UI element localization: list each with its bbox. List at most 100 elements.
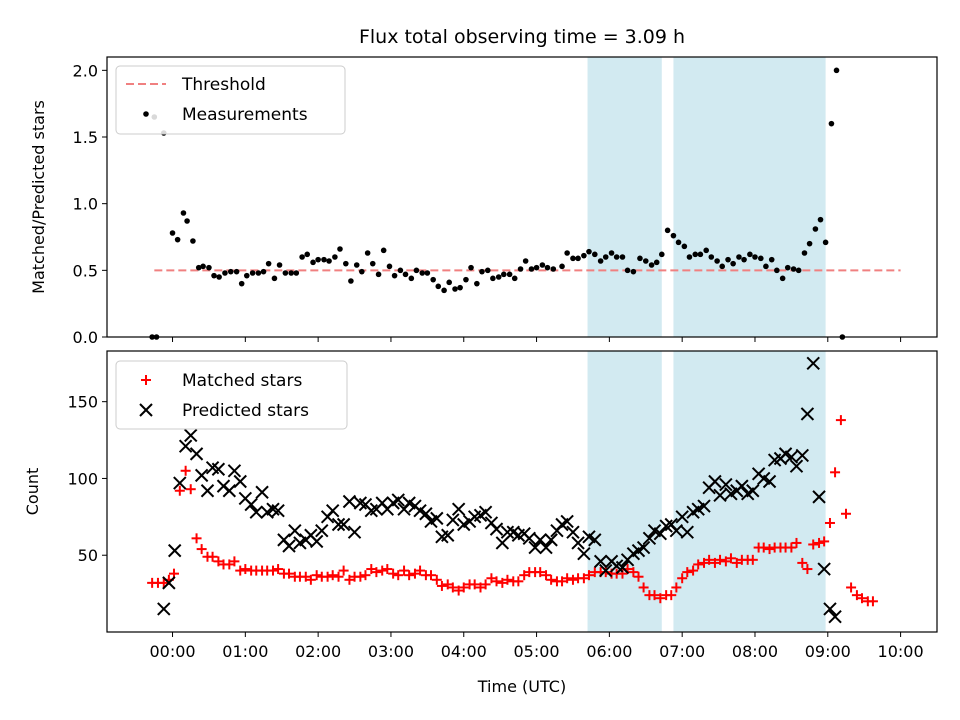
measurement-point [479, 268, 485, 275]
x-tick-label: 04:00 [441, 642, 487, 661]
predicted-star-point [680, 525, 694, 539]
measurement-point [544, 264, 551, 271]
matched-star-point [682, 567, 693, 578]
predicted-star-point [441, 528, 455, 542]
matched-star-point [786, 542, 797, 553]
predicted-star-point [539, 540, 553, 555]
matched-star-point [196, 544, 207, 555]
matched-star-point [404, 570, 415, 581]
matched-star-point [502, 574, 513, 585]
measurement-point [180, 210, 187, 216]
measurement-point [216, 274, 222, 280]
matched-star-point [802, 564, 813, 575]
matched-star-point [655, 593, 666, 604]
matched-star-point [224, 559, 235, 570]
measurement-point [332, 254, 338, 260]
x-tick-label: 05:00 [514, 642, 560, 661]
x-tick-label: 07:00 [659, 642, 705, 661]
matched-star-point [638, 582, 649, 593]
measurement-point [364, 250, 371, 256]
predicted-star-point [697, 499, 711, 513]
measurement-point [784, 264, 791, 271]
matched-star-point [371, 567, 382, 578]
measurement-point [233, 268, 240, 275]
matched-star-point [578, 573, 589, 584]
predicted-star-point [795, 448, 810, 463]
x-axis-label: Time (UTC) [477, 677, 566, 696]
measurement-point [747, 251, 753, 258]
measurement-point [282, 270, 289, 276]
matched-star-point [415, 565, 426, 576]
measurement-point [528, 266, 535, 272]
predicted-star-point [746, 484, 760, 498]
matched-star-point [393, 570, 404, 581]
matched-star-point [442, 579, 453, 590]
measurement-point [424, 270, 431, 276]
predicted-star-point [653, 527, 668, 541]
matched-star-point [600, 567, 611, 578]
matched-star-point [436, 580, 447, 591]
measurement-point [304, 251, 311, 258]
measurement-point [222, 270, 228, 276]
predicted-star-point [211, 462, 226, 476]
measurement-point [468, 264, 474, 271]
measurement-point [725, 256, 731, 263]
matched-star-point [688, 565, 699, 576]
chart-title: Flux total observing time = 3.09 h [359, 26, 685, 48]
matched-star-point [491, 576, 502, 587]
measurement-point [190, 238, 196, 244]
matched-star-point [229, 556, 240, 567]
measurement-point [602, 254, 609, 260]
measurement-point [592, 251, 598, 258]
predicted-star-point [588, 533, 602, 547]
predicted-star-point [331, 517, 346, 532]
predicted-star-point [347, 525, 362, 539]
predicted-star-point [828, 609, 842, 624]
predicted-star-point [784, 450, 799, 464]
predicted-star-point [184, 428, 198, 443]
legend-box [115, 65, 346, 135]
predicted-star-point [800, 407, 815, 421]
matched-star-point [213, 556, 224, 567]
measurement-point [506, 271, 513, 278]
predicted-star-point [315, 523, 329, 538]
matched-star-point [480, 579, 491, 590]
measurement-point [227, 268, 234, 275]
measurement-point [768, 256, 775, 263]
matched-star-point [409, 568, 420, 579]
measurement-point [539, 262, 546, 268]
matched-star-point [469, 579, 480, 590]
x-tick-label: 02:00 [295, 642, 341, 661]
predicted-star-point [430, 511, 444, 526]
matched-star-point [475, 582, 486, 593]
matched-star-point [425, 570, 436, 581]
measurement-point [184, 218, 190, 224]
predicted-star-point [789, 459, 804, 473]
predicted-star-point [222, 484, 237, 498]
matched-star-point [333, 571, 344, 582]
matched-star-point [758, 542, 769, 553]
legend-box [115, 360, 348, 430]
matched-star-point [628, 567, 639, 578]
shaded-region-1 [587, 351, 662, 632]
matched-star-point [557, 576, 568, 587]
measurement-point [692, 251, 699, 258]
measurement-point [533, 264, 540, 271]
matched-star-point [355, 571, 366, 582]
measurement-point [200, 263, 206, 270]
matched-star-point [388, 568, 399, 579]
measurement-point [801, 250, 808, 256]
measurement-point [697, 251, 704, 258]
matched-star-point [447, 582, 458, 593]
predicted-star-point [200, 484, 215, 498]
matched-star-point [338, 565, 349, 576]
predicted-star-point [806, 356, 820, 370]
measurement-point [714, 258, 720, 264]
legend-predicted-swatch [139, 403, 153, 417]
measurement-point [779, 275, 786, 282]
predicted-star-point [566, 525, 580, 539]
matched-star-point [666, 590, 677, 601]
matched-star-point [617, 568, 628, 579]
predicted-star-point [713, 488, 727, 503]
measurement-point [452, 286, 458, 292]
